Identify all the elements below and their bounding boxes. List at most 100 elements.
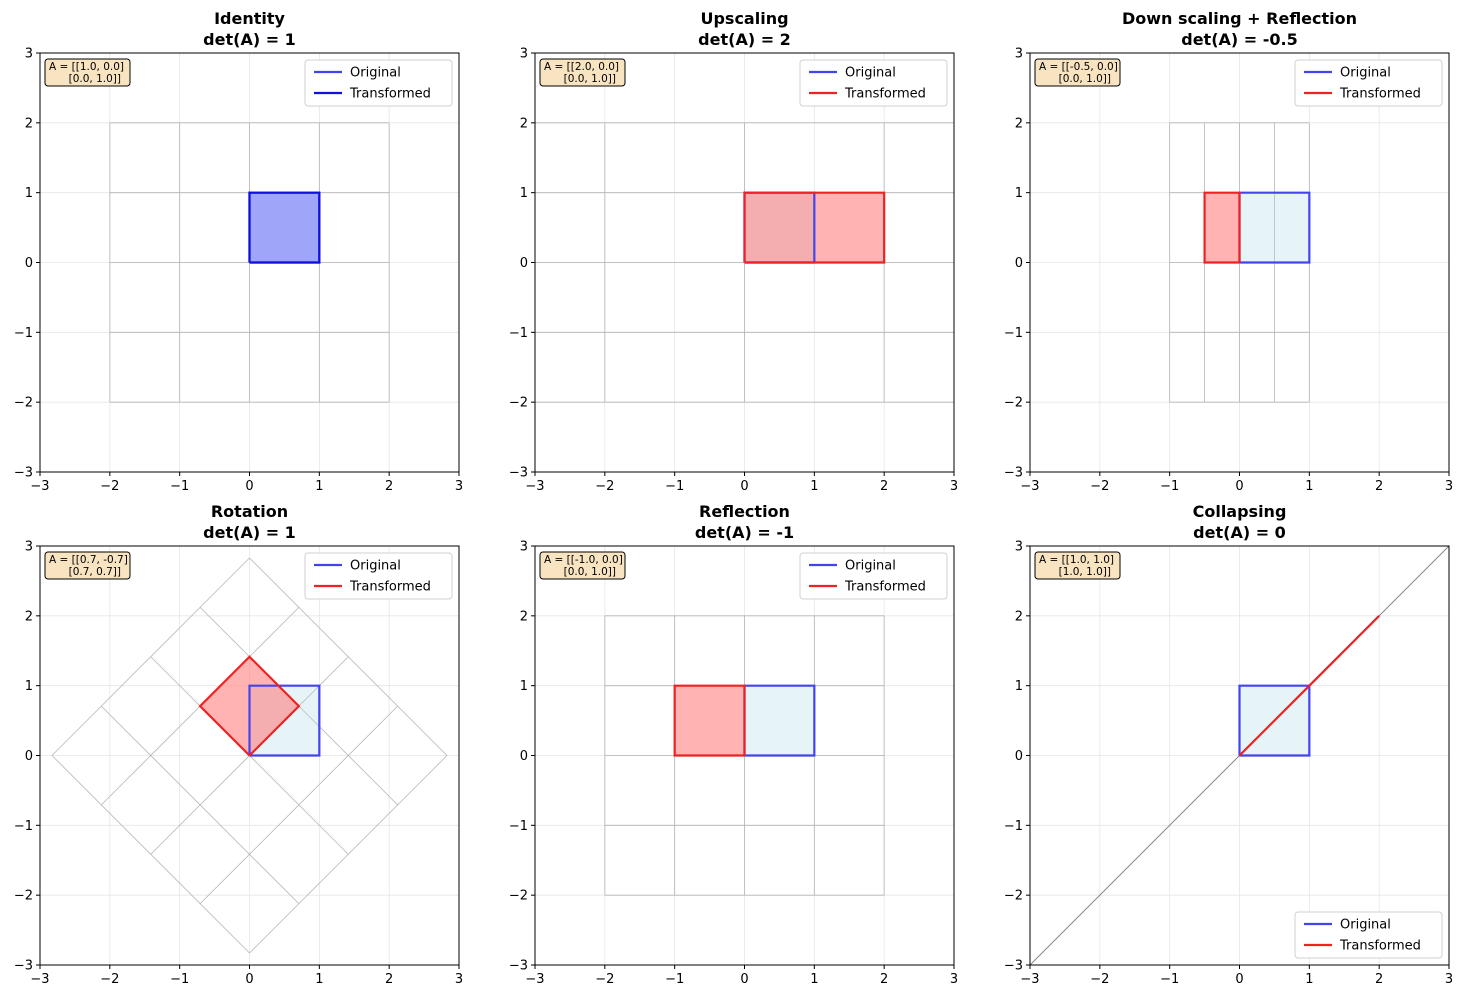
chart-subtitle: det(A) = 2 [698,30,791,49]
x-tick-label: −1 [1160,479,1179,494]
x-tick-label: 3 [1445,972,1453,987]
legend-label: Original [1340,918,1391,933]
chart-title: Upscaling [700,9,788,28]
transformed-gridline [249,557,448,756]
y-tick-label: −1 [1004,819,1023,834]
x-tick-label: 2 [880,972,888,987]
x-tick-label: 0 [1235,972,1243,987]
x-tick-label: 3 [455,479,463,494]
panel-1: −3 −2 −1 0 1 2 3 −3 −2 −1 0 1 2 3 Upscaling det(A) = 2 A… [509,9,958,494]
x-tick-label: 2 [385,479,393,494]
y-tick-label: −3 [509,959,528,974]
y-tick-label: 1 [1015,186,1023,201]
legend-label: Original [350,559,401,574]
y-tick-label: 3 [25,540,33,555]
y-tick-label: −1 [509,819,528,834]
legend-label: Original [350,66,401,81]
y-tick-label: 2 [1015,116,1023,131]
x-tick-label: 1 [810,972,818,987]
legend-label: Original [845,66,896,81]
y-tick-label: −3 [14,959,33,974]
original-fill [744,685,815,756]
legend: Original Transformed [1294,59,1443,107]
plot-area [535,53,954,472]
x-tick-label: −1 [170,479,189,494]
matrix-line-1: A = [[-1.0, 0.0] [544,554,623,566]
transformed-fill [249,192,320,263]
matrix-box [539,58,626,87]
matrix-box [44,551,131,580]
series-transformed-line [743,191,886,264]
x-tick-label: 0 [740,972,748,987]
panel-4: −3 −2 −1 0 1 2 3 −3 −2 −1 0 1 2 3 Reflection det(A) = -… [509,502,958,987]
x-tick-label: −2 [595,972,614,987]
x-tick-label: −1 [665,479,684,494]
chart-title: Down scaling + Reflection [1122,9,1357,28]
matrix-box [1034,551,1121,580]
plot-area [1030,53,1449,472]
x-tick-label: 0 [1235,479,1243,494]
matrix-annotation: A = [[1.0, 1.0][1.0, 1.0]] [1034,551,1121,580]
matrix-line-1: A = [[1.0, 0.0] [49,61,124,73]
matrix-box [1034,58,1121,87]
x-tick-label: 0 [740,479,748,494]
y-tick-label: 1 [25,186,33,201]
plot-area [1030,546,1449,965]
y-tick-label: −2 [1004,889,1023,904]
y-tick-label: 3 [1015,47,1023,62]
legend-label: Transformed [349,580,431,595]
original-fill [1239,192,1310,263]
matrix-annotation: A = [[-0.5, 0.0][0.0, 1.0]] [1034,58,1121,87]
y-tick-label: 3 [1015,540,1023,555]
chart-title: Rotation [211,502,288,521]
y-tick-label: 2 [520,116,528,131]
x-tick-label: 1 [315,479,323,494]
chart-title: Identity [214,9,285,28]
chart-subtitle: det(A) = 1 [203,523,296,542]
x-tick-label: 0 [245,972,253,987]
y-tick-label: 0 [25,749,33,764]
matrix-box [539,551,626,580]
panel-3: −3 −2 −1 0 1 2 3 −3 −2 −1 0 1 2 3 Rotation det(A) = 1 A … [14,502,463,987]
panel-0: −3 −2 −1 0 1 2 3 −3 −2 −1 0 1 2 3 Identity det(A) = 1 A … [14,9,463,494]
legend-label: Original [1340,66,1391,81]
panel-5: −3 −2 −1 0 1 2 3 −3 −2 −1 0 1 2 3 Collapsing det(A) = 0… [1004,502,1453,987]
plot-area [40,53,459,472]
matrix-line-2: [0.0, 1.0]] [1059,73,1111,85]
matrix-line-2: [0.7, 0.7]] [69,566,121,578]
series-transformed-line [198,655,301,757]
legend: Original Transformed [799,59,948,107]
matrix-annotation: A = [[-1.0, 0.0][0.0, 1.0]] [539,551,626,580]
y-tick-label: 2 [520,609,528,624]
matrix-annotation: A = [[0.7, -0.7][0.7, 0.7]] [44,551,131,580]
x-tick-label: 1 [1305,479,1313,494]
y-tick-label: 1 [25,679,33,694]
y-tick-label: −2 [14,889,33,904]
matrix-line-2: [0.0, 1.0]] [564,566,616,578]
x-tick-label: 1 [315,972,323,987]
y-tick-label: −3 [509,466,528,481]
legend: Original Transformed [1294,911,1443,959]
x-tick-label: 3 [1445,479,1453,494]
y-tick-label: −1 [14,326,33,341]
matrix-annotation: A = [[2.0, 0.0][0.0, 1.0]] [539,58,626,87]
series-transformed-line [248,191,321,264]
x-tick-label: 2 [1375,972,1383,987]
x-tick-label: −1 [1160,972,1179,987]
x-tick-label: −2 [100,479,119,494]
legend-label: Transformed [349,87,431,102]
series-transformed-line [1203,191,1241,264]
matrix-line-1: A = [[2.0, 0.0] [544,61,619,73]
matrix-line-1: A = [[0.7, -0.7] [49,554,128,566]
legend: Original Transformed [304,552,453,600]
plot-area [535,546,954,965]
x-tick-label: −1 [665,972,684,987]
chart-subtitle: det(A) = -0.5 [1181,30,1298,49]
legend-label: Transformed [844,580,926,595]
transformed-fill [674,685,745,756]
y-tick-label: −1 [1004,326,1023,341]
y-tick-label: −1 [509,326,528,341]
y-tick-label: 0 [25,256,33,271]
y-tick-label: 1 [520,186,528,201]
matrix-line-2: [0.0, 1.0]] [69,73,121,85]
